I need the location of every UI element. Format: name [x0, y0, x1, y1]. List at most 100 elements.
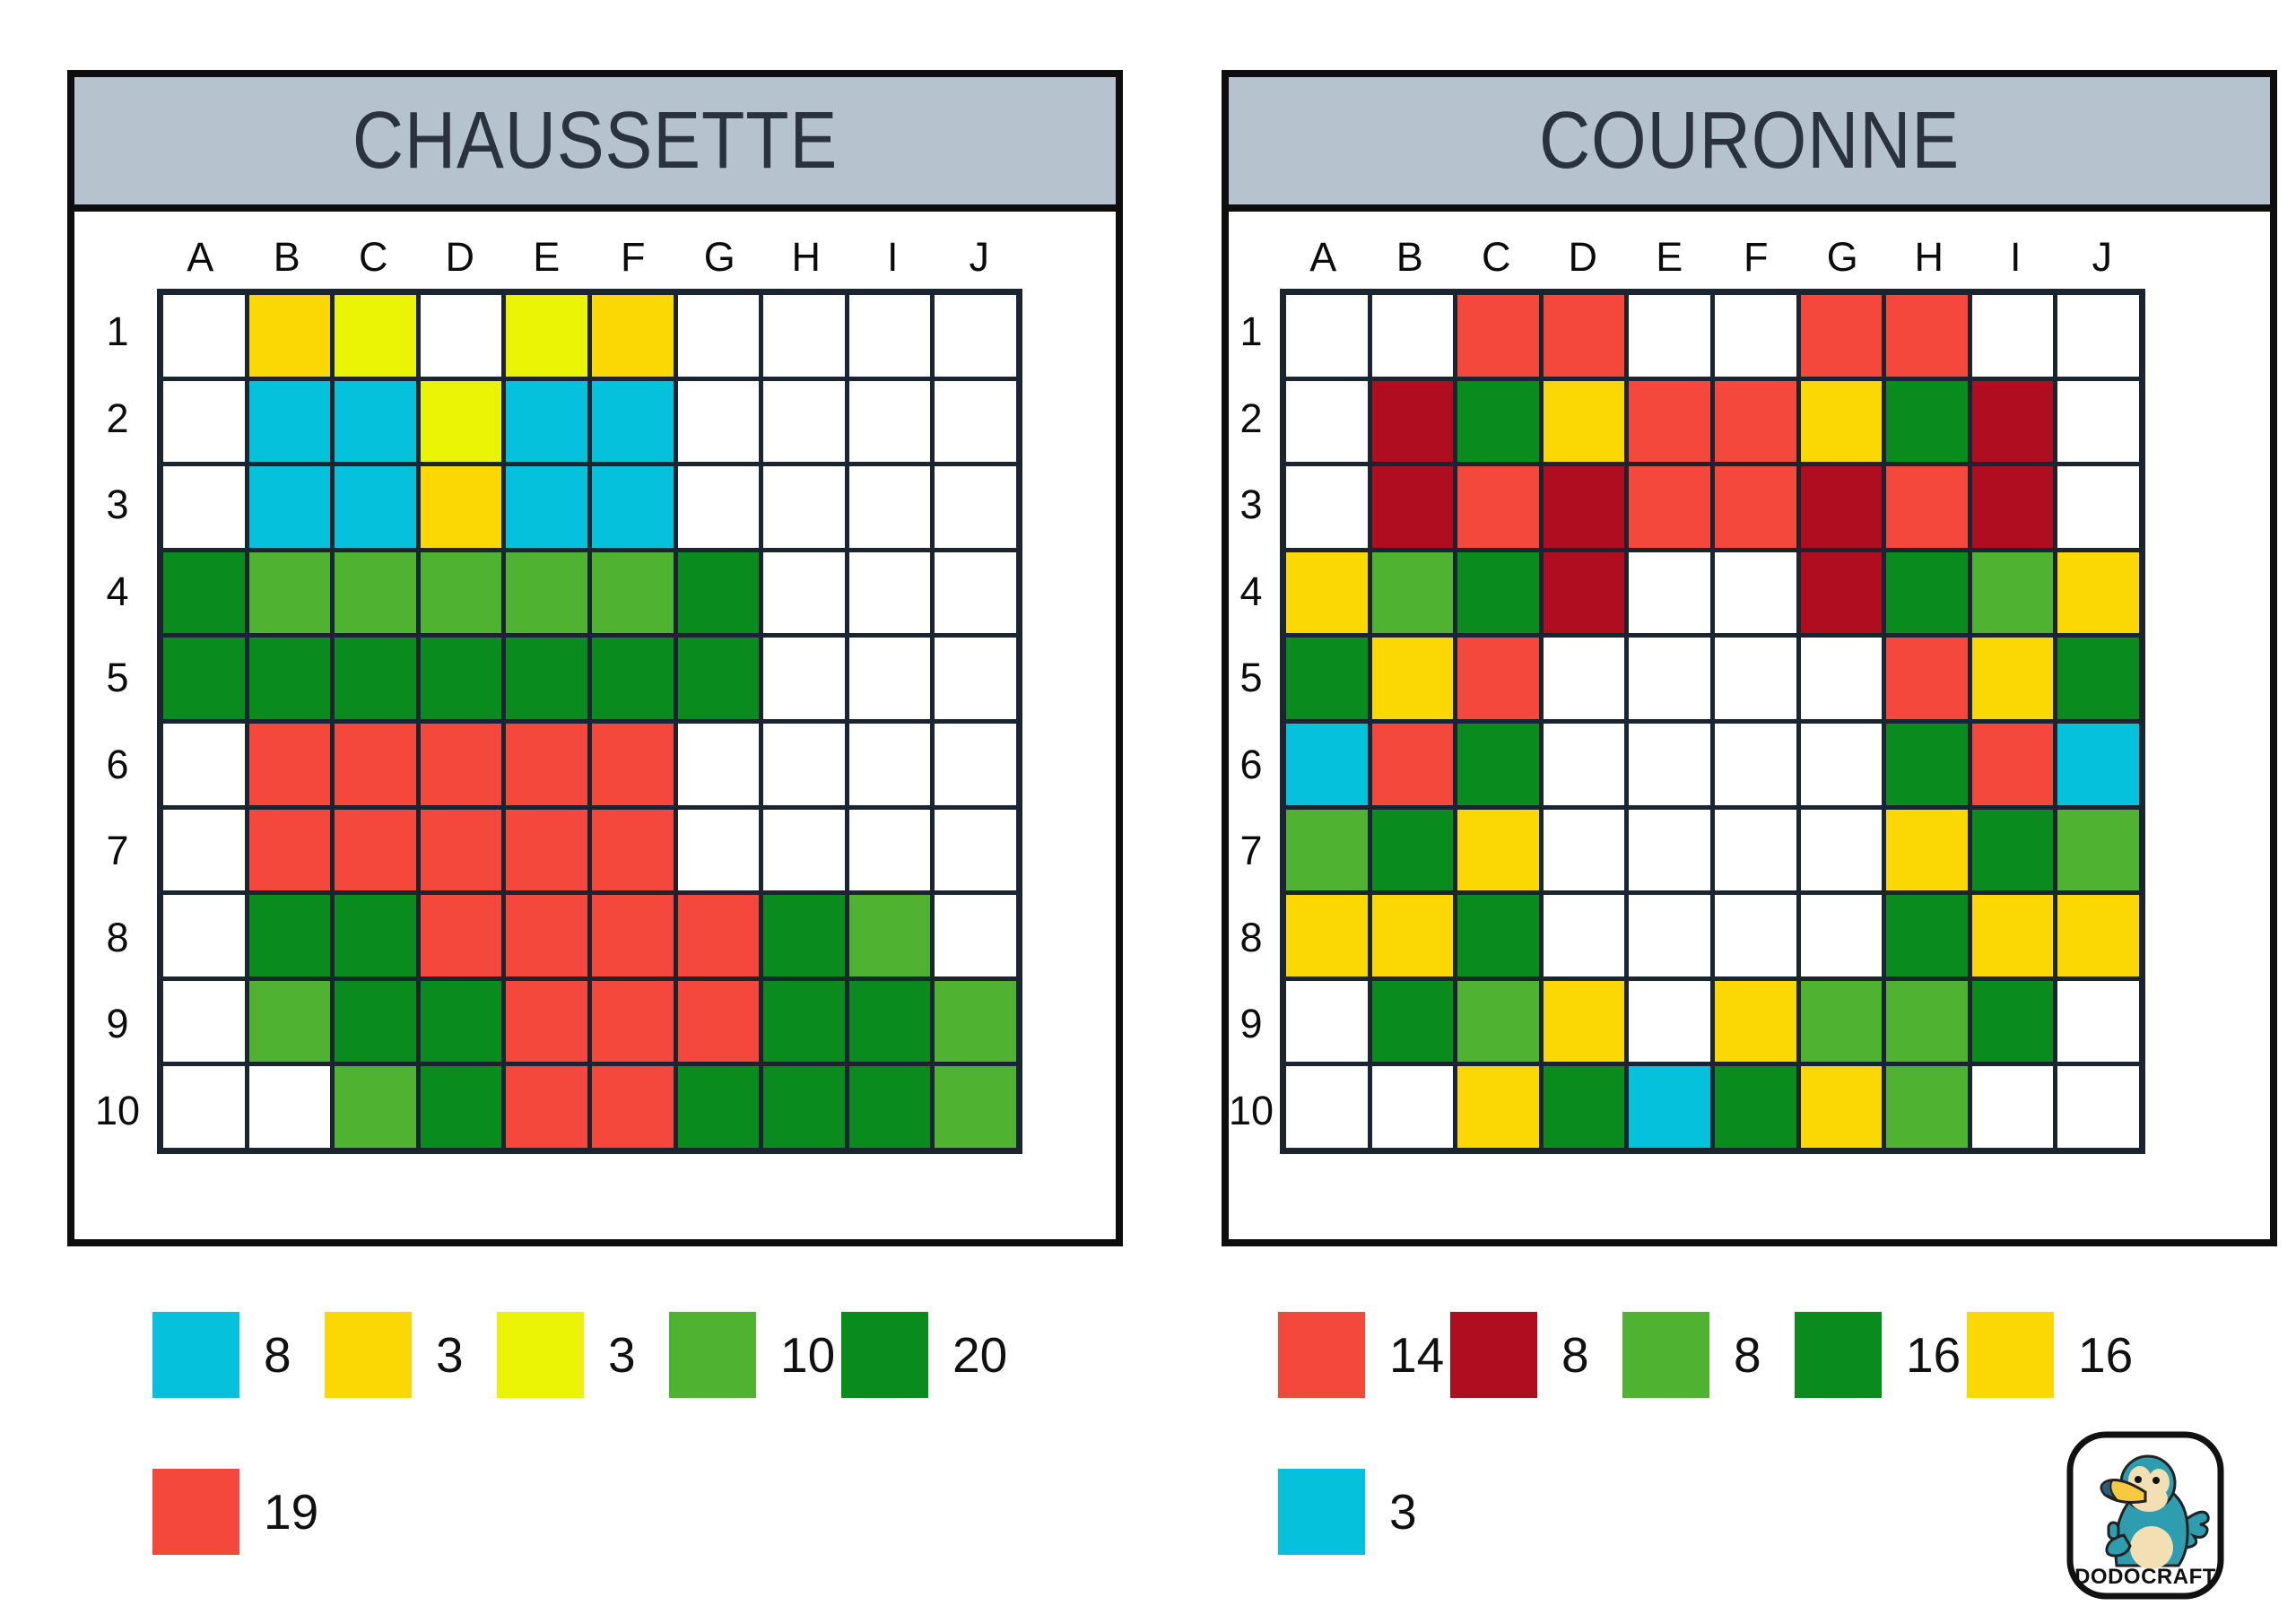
grid-cell-J10-white — [2057, 1066, 2139, 1148]
row-label-7: 7 — [106, 828, 129, 874]
grid-cell-A7-light-green — [1286, 809, 1368, 891]
legend-swatch-cyan — [152, 1312, 239, 1398]
row-label-4: 4 — [1239, 568, 1263, 614]
grid-cell-H8-dark-green — [763, 895, 845, 976]
legend-item-cyan: 8 — [152, 1312, 325, 1398]
grid-cell-C8-dark-green — [335, 895, 416, 976]
grid-cell-D9-dark-green — [420, 980, 502, 1063]
grid-cell-I6-red — [1971, 723, 2054, 805]
grid-cell-H9-dark-green — [763, 980, 845, 1063]
grid-cell-J5-dark-green — [2057, 638, 2139, 719]
row-labels: 1 2 3 4 5 6 7 8 9 10 — [1229, 289, 1274, 1154]
panel-header: CHAUSSETTE — [74, 77, 1116, 212]
grid-cell-G9-light-green — [1800, 980, 1883, 1063]
row-label-7: 7 — [1239, 828, 1263, 874]
legend-swatch-dark-green — [841, 1312, 928, 1398]
grid-cell-D2-gold-yellow — [1543, 380, 1625, 463]
legend-count: 3 — [436, 1327, 464, 1383]
grid-cell-G3-white — [677, 466, 760, 548]
row-label-8: 8 — [106, 914, 129, 960]
grid-cell-E6-white — [1629, 723, 1710, 805]
grid-cell-J3-white — [935, 466, 1016, 548]
grid-cell-E2-red — [1629, 380, 1710, 463]
grid-cell-E10-cyan — [1629, 1066, 1710, 1148]
grid-cell-C10-gold-yellow — [1457, 1066, 1539, 1148]
legend-chaussette-row-2: 19 — [152, 1469, 325, 1555]
col-label-B: B — [273, 234, 300, 280]
grid-cell-D4-light-green — [420, 551, 502, 634]
grid-cell-E9-white — [1629, 980, 1710, 1063]
grid-cell-E9-red — [506, 980, 587, 1063]
row-labels: 1 2 3 4 5 6 7 8 9 10 — [89, 289, 146, 1154]
grid-cell-G10-gold-yellow — [1800, 1066, 1883, 1148]
grid-cell-G4-dark-green — [677, 551, 760, 634]
pixel-grid-chaussette — [157, 289, 1022, 1154]
col-label-D: D — [445, 234, 475, 280]
grid-cell-I7-dark-green — [1971, 809, 2054, 891]
legend-swatch-gold-yellow — [1967, 1312, 2054, 1398]
col-label-C: C — [1482, 234, 1511, 280]
row-label-9: 9 — [1239, 1001, 1263, 1047]
dodo-eye-left — [2135, 1476, 2142, 1483]
grid-cell-F6-red — [591, 723, 674, 805]
dodocraft-logo: DODOCRAFT — [2065, 1429, 2226, 1601]
grid-cell-D4-dark-red — [1543, 551, 1625, 634]
legend-swatch-red — [1278, 1312, 1365, 1398]
grid-cell-J3-white — [2057, 466, 2139, 548]
grid-cell-D7-white — [1543, 809, 1625, 891]
col-label-F: F — [1744, 234, 1769, 280]
grid-cell-H7-white — [763, 809, 845, 891]
legend-count: 3 — [608, 1327, 636, 1383]
grid-cell-B4-light-green — [1371, 551, 1454, 634]
grid-cell-A6-cyan — [1286, 723, 1368, 805]
col-label-H: H — [791, 234, 822, 280]
grid-cell-F5-dark-green — [591, 638, 674, 719]
grid-cell-I3-white — [848, 466, 931, 548]
row-label-3: 3 — [106, 482, 129, 528]
legend-count: 16 — [2078, 1327, 2134, 1383]
grid-cell-F9-gold-yellow — [1714, 980, 1796, 1063]
row-label-6: 6 — [1239, 741, 1263, 787]
grid-cell-H5-red — [1886, 638, 1968, 719]
grid-cell-B9-dark-green — [1371, 980, 1454, 1063]
grid-cell-B3-dark-red — [1371, 466, 1454, 548]
legend-count: 19 — [264, 1484, 319, 1540]
grid-cell-E3-cyan — [506, 466, 587, 548]
col-label-J: J — [2092, 234, 2113, 280]
dodo-wing — [2105, 1533, 2132, 1558]
grid-cell-I1-white — [1971, 295, 2054, 377]
grid-cell-C7-gold-yellow — [1457, 809, 1539, 891]
grid-cell-C4-light-green — [335, 551, 416, 634]
grid-cell-F2-cyan — [591, 380, 674, 463]
grid-cell-G7-white — [677, 809, 760, 891]
grid-cell-F7-white — [1714, 809, 1796, 891]
grid-cell-I4-light-green — [1971, 551, 2054, 634]
grid-cell-B10-white — [1371, 1066, 1454, 1148]
grid-cell-B9-light-green — [248, 980, 331, 1063]
grid-cell-A10-white — [163, 1066, 245, 1148]
grid-cell-C5-red — [1457, 638, 1539, 719]
grid-cell-E1-lemon-yellow — [506, 295, 587, 377]
legend-count: 16 — [1906, 1327, 1961, 1383]
grid-cell-E8-white — [1629, 895, 1710, 976]
legend-count: 8 — [1734, 1327, 1761, 1383]
legend-count: 10 — [780, 1327, 836, 1383]
grid-cell-D8-white — [1543, 895, 1625, 976]
grid-cell-A1-white — [1286, 295, 1368, 377]
grid-cell-F9-red — [591, 980, 674, 1063]
grid-cell-D6-white — [1543, 723, 1625, 805]
grid-cell-F3-cyan — [591, 466, 674, 548]
grid-cell-A3-white — [163, 466, 245, 548]
column-labels: A B C D E F G H I J — [1280, 233, 2145, 282]
legend-count: 3 — [1389, 1484, 1417, 1540]
grid-cell-C6-red — [335, 723, 416, 805]
panel-couronne: COURONNE A B C D E F G H I J 1 2 3 4 5 6 7 8 9 10 — [1222, 70, 2277, 1246]
grid-cell-E2-cyan — [506, 380, 587, 463]
grid-cell-E5-dark-green — [506, 638, 587, 719]
grid-cell-F5-white — [1714, 638, 1796, 719]
row-label-9: 9 — [106, 1001, 129, 1047]
grid-cell-C8-dark-green — [1457, 895, 1539, 976]
grid-cell-H10-light-green — [1886, 1066, 1968, 1148]
grid-cell-B3-cyan — [248, 466, 331, 548]
